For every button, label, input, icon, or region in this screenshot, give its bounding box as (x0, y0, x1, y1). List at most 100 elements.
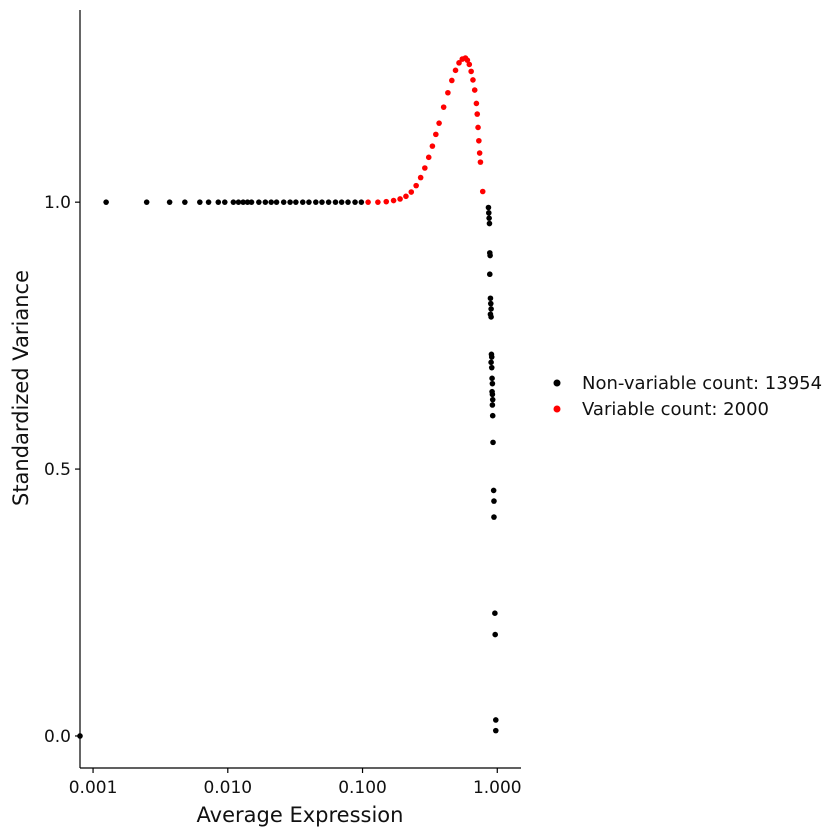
point-non-variable (490, 487, 497, 494)
point-variable (464, 57, 471, 63)
point-non-variable (332, 199, 339, 205)
point-variable (452, 67, 459, 74)
point-non-variable (248, 199, 255, 205)
point-non-variable (488, 306, 494, 312)
point-non-variable (489, 380, 496, 387)
point-non-variable (221, 199, 228, 205)
point-non-variable (197, 199, 203, 205)
point-variable (433, 131, 439, 138)
point-non-variable (262, 199, 269, 205)
point-non-variable (293, 199, 299, 205)
x-axis-title: Average Expression (197, 803, 404, 827)
x-tick-label: 0.010 (203, 778, 252, 798)
point-non-variable (492, 727, 499, 734)
point-non-variable (488, 364, 495, 371)
point-non-variable (486, 271, 493, 278)
point-variable (475, 124, 481, 131)
point-non-variable (488, 354, 495, 360)
y-tick-label: 0.5 (44, 460, 71, 480)
point-non-variable (486, 215, 492, 221)
point-non-variable (103, 199, 109, 205)
y-axis-title: Standardized Variance (9, 270, 33, 506)
point-variable (445, 89, 451, 96)
point-variable (473, 100, 480, 107)
point-non-variable (244, 199, 251, 205)
point-non-variable (492, 631, 498, 638)
point-non-variable (489, 391, 496, 398)
point-non-variable (487, 252, 493, 259)
point-non-variable (280, 199, 287, 205)
x-tick-label: 1.000 (473, 778, 522, 798)
point-non-variable (273, 199, 280, 205)
point-non-variable (287, 199, 293, 205)
point-variable (408, 189, 415, 195)
legend-marker-non-variable (553, 379, 561, 387)
point-variable (440, 104, 447, 110)
point-non-variable (492, 610, 498, 616)
point-non-variable (490, 439, 496, 446)
point-variable (468, 68, 474, 75)
point-non-variable (352, 199, 358, 205)
point-non-variable (489, 412, 496, 419)
point-variable (449, 77, 455, 84)
point-non-variable (240, 199, 246, 205)
point-variable (466, 61, 473, 68)
x-tick-label: 0.100 (338, 778, 387, 798)
point-non-variable (485, 210, 492, 216)
point-non-variable (487, 295, 494, 302)
point-variable (429, 143, 436, 149)
point-variable (365, 199, 371, 205)
y-tick-label: 1.0 (44, 193, 71, 213)
y-tick-label: 0.0 (44, 727, 71, 747)
point-non-variable (487, 300, 494, 307)
point-non-variable (325, 199, 332, 205)
point-non-variable (306, 199, 312, 205)
point-non-variable (489, 402, 496, 408)
point-non-variable (358, 199, 365, 205)
point-variable (476, 137, 482, 144)
point-variable (476, 150, 483, 156)
legend-label-variable: Variable count: 2000 (582, 399, 769, 420)
point-variable (456, 60, 462, 66)
point-non-variable (489, 375, 495, 382)
point-non-variable (299, 199, 306, 205)
point-non-variable (491, 498, 497, 504)
point-variable (471, 87, 478, 93)
point-non-variable (488, 314, 494, 320)
legend-marker-variable (553, 405, 561, 413)
point-variable (477, 159, 484, 165)
point-non-variable (485, 204, 492, 211)
point-non-variable (215, 199, 222, 205)
point-non-variable (489, 396, 496, 403)
point-variable (383, 198, 390, 205)
x-tick-label: 0.001 (69, 778, 118, 798)
point-non-variable (319, 199, 325, 205)
point-non-variable (313, 199, 319, 205)
point-variable (403, 193, 409, 200)
point-non-variable (338, 199, 345, 205)
point-non-variable (205, 199, 212, 205)
data-points (77, 55, 499, 739)
point-variable (436, 120, 442, 126)
point-non-variable (182, 199, 188, 205)
point-non-variable (491, 514, 497, 520)
point-variable (422, 165, 428, 171)
point-non-variable (230, 199, 237, 205)
point-variable (413, 182, 419, 189)
point-non-variable (268, 199, 275, 205)
point-non-variable (235, 199, 242, 205)
point-non-variable (143, 199, 150, 205)
point-non-variable (492, 717, 499, 723)
point-variable (425, 154, 432, 161)
point-variable (474, 111, 481, 117)
point-variable (390, 197, 397, 204)
point-variable (470, 77, 476, 83)
legend: Non-variable count: 13954 Variable count… (553, 373, 822, 420)
point-non-variable (488, 359, 494, 366)
legend-label-non-variable: Non-variable count: 13954 (582, 373, 822, 394)
axis-ticks: 0.001 0.010 0.100 1.000 0.0 0.5 1.0 (44, 193, 522, 798)
point-variable (479, 188, 486, 195)
point-variable (417, 174, 424, 181)
point-non-variable (256, 199, 262, 205)
